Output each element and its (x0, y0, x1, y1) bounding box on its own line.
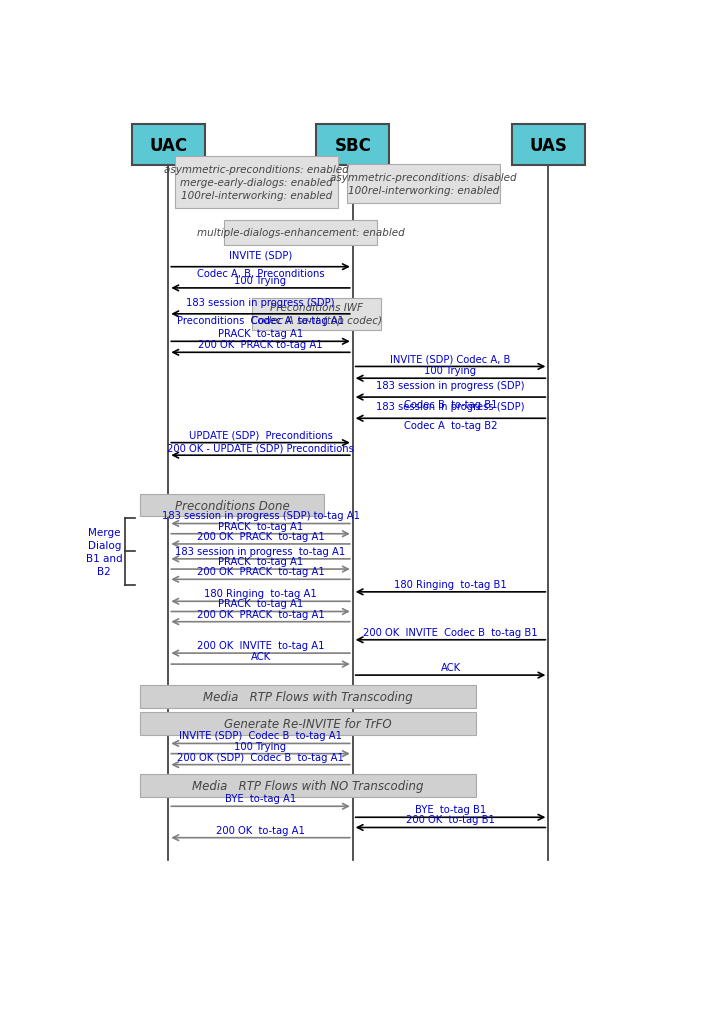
Text: 180 Ringing  to-tag A1: 180 Ringing to-tag A1 (204, 589, 317, 598)
Text: 183 session in progress (SDP): 183 session in progress (SDP) (376, 401, 525, 412)
Text: Codec A, B, Preconditions: Codec A, B, Preconditions (197, 269, 324, 279)
Text: Merge
Dialog
B1 and
B2: Merge Dialog B1 and B2 (86, 527, 123, 577)
FancyBboxPatch shape (224, 220, 377, 246)
Text: 200 OK  PRACK  to-tag A1: 200 OK PRACK to-tag A1 (197, 531, 324, 541)
Text: PRACK  to-tag A1: PRACK to-tag A1 (218, 521, 303, 531)
Text: 100 Trying: 100 Trying (425, 366, 477, 376)
FancyBboxPatch shape (141, 774, 476, 797)
Text: Codec B  to-tag B1: Codec B to-tag B1 (404, 399, 497, 410)
Text: 200 OK  to-tag A1: 200 OK to-tag A1 (216, 824, 305, 835)
Text: PRACK  to-tag A1: PRACK to-tag A1 (218, 329, 303, 339)
Text: Media   RTP Flows with NO Transcoding: Media RTP Flows with NO Transcoding (193, 780, 424, 792)
Text: 100 Trying: 100 Trying (234, 741, 287, 751)
Text: UAS: UAS (529, 137, 567, 155)
Text: multiple-dialogs-enhancement: enabled: multiple-dialogs-enhancement: enabled (197, 228, 404, 237)
Text: 200 OK  PRACK  to-tag A1: 200 OK PRACK to-tag A1 (197, 567, 324, 577)
Text: 200 OK  INVITE  to-tag A1: 200 OK INVITE to-tag A1 (197, 640, 324, 650)
Text: BYE  to-tag A1: BYE to-tag A1 (225, 794, 296, 803)
Text: Preconditions Done: Preconditions Done (174, 499, 289, 513)
FancyBboxPatch shape (348, 165, 500, 204)
FancyBboxPatch shape (317, 124, 389, 166)
Text: Preconditions IWF
Codec A sent (top codec): Preconditions IWF Codec A sent (top code… (251, 303, 382, 326)
Text: PRACK  to-tag A1: PRACK to-tag A1 (218, 556, 303, 567)
Text: 180 Ringing  to-tag B1: 180 Ringing to-tag B1 (394, 579, 507, 589)
Text: Preconditions  Codec A  to-tag A1: Preconditions Codec A to-tag A1 (177, 316, 344, 326)
Text: 200 OK  PRACK to-tag A1: 200 OK PRACK to-tag A1 (198, 339, 323, 350)
FancyBboxPatch shape (141, 686, 476, 708)
Text: 200 OK  PRACK  to-tag A1: 200 OK PRACK to-tag A1 (197, 609, 324, 619)
FancyBboxPatch shape (132, 124, 205, 166)
Text: 200 OK (SDP)  Codec B  to-tag A1: 200 OK (SDP) Codec B to-tag A1 (177, 752, 344, 762)
Text: 183 session in progress  to-tag A1: 183 session in progress to-tag A1 (175, 546, 345, 556)
Text: 200 OK  INVITE  Codec B  to-tag B1: 200 OK INVITE Codec B to-tag B1 (363, 627, 538, 637)
Text: ACK: ACK (250, 651, 270, 661)
FancyBboxPatch shape (175, 157, 337, 209)
Text: INVITE (SDP): INVITE (SDP) (229, 251, 292, 261)
Text: Codec A  to-tag B2: Codec A to-tag B2 (404, 421, 497, 430)
Text: asymmetric-preconditions: enabled
merge-early-dialogs: enabled
100rel-interworki: asymmetric-preconditions: enabled merge-… (164, 164, 349, 201)
Text: UAC: UAC (149, 137, 187, 155)
Text: 183 session in progress (SDP): 183 session in progress (SDP) (186, 298, 335, 308)
Text: 183 session in progress (SDP): 183 session in progress (SDP) (376, 381, 525, 390)
Text: asymmetric-preconditions: disabled
100rel-interworking: enabled: asymmetric-preconditions: disabled 100re… (330, 172, 517, 196)
Text: 183 session in progress (SDP) to-tag A1: 183 session in progress (SDP) to-tag A1 (162, 511, 360, 521)
Text: Media   RTP Flows with Transcoding: Media RTP Flows with Transcoding (203, 691, 413, 703)
Text: INVITE (SDP) Codec A, B: INVITE (SDP) Codec A, B (390, 354, 510, 364)
FancyBboxPatch shape (141, 494, 324, 517)
Text: SBC: SBC (335, 137, 371, 155)
Text: 100 Trying: 100 Trying (234, 275, 287, 285)
Text: 200 OK - UPDATE (SDP) Preconditions: 200 OK - UPDATE (SDP) Preconditions (167, 442, 354, 452)
FancyBboxPatch shape (512, 124, 585, 166)
Text: BYE  to-tag B1: BYE to-tag B1 (415, 804, 486, 814)
Text: INVITE (SDP)  Codec B  to-tag A1: INVITE (SDP) Codec B to-tag A1 (179, 731, 342, 741)
Text: ACK: ACK (441, 662, 461, 673)
Text: UPDATE (SDP)  Preconditions: UPDATE (SDP) Preconditions (189, 430, 332, 440)
Text: Generate Re-INVITE for TrFO: Generate Re-INVITE for TrFO (224, 717, 392, 731)
FancyBboxPatch shape (141, 712, 476, 735)
Text: 200 OK  to-tag B1: 200 OK to-tag B1 (406, 814, 495, 824)
Text: PRACK  to-tag A1: PRACK to-tag A1 (218, 599, 303, 608)
FancyBboxPatch shape (252, 299, 381, 330)
